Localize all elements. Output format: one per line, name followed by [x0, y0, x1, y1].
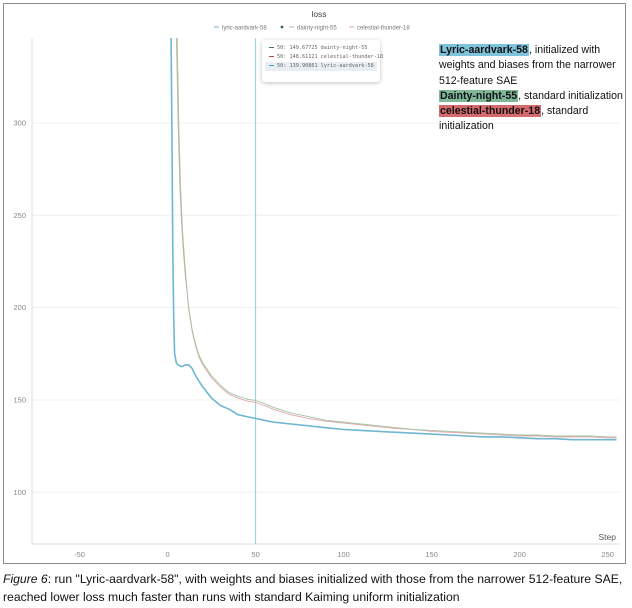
x-tick-label: 0	[165, 550, 169, 559]
run-notes: Lyric-aardvark-58, initialized with weig…	[439, 43, 624, 135]
tooltip-run-name: lyric-aardvark-58	[320, 63, 374, 69]
note-run-name: Lyric-aardvark-58	[439, 44, 529, 56]
x-tick-label: -50	[74, 550, 85, 559]
note-text: , standard initialization	[518, 89, 623, 102]
tooltip-swatch	[269, 64, 274, 67]
tooltip-step: 50	[277, 54, 284, 60]
x-tick-label: 200	[513, 550, 526, 559]
legend-entry: lyric-aardvark-58	[222, 26, 267, 32]
chart-title: loss	[311, 9, 326, 19]
tooltip-swatch	[269, 55, 274, 58]
tooltip-value: 149.67725	[289, 45, 318, 51]
legend-entry: dainty-night-55	[297, 26, 337, 32]
tooltip-row: 50: 148.61121 celestial-thunder-18	[269, 53, 383, 62]
figure-caption: Figure 6: run "Lyric-aardvark-58", with …	[3, 571, 629, 606]
legend-entry: celestial-thunder-18	[357, 26, 410, 32]
hover-tooltip: 50: 149.67725 dainty-night-55 50: 148.611…	[262, 40, 383, 82]
legend-active-dot	[280, 25, 284, 29]
tooltip-swatch	[269, 46, 274, 49]
x-tick-label: 150	[425, 550, 438, 559]
x-tick-label: 50	[251, 550, 259, 559]
tooltip-step: 50	[277, 45, 284, 51]
tooltip-run-name: celestial-thunder-18	[320, 54, 384, 60]
figure-label: Figure 6	[3, 572, 48, 586]
caption-text: : run "Lyric-aardvark-58", with weights …	[3, 572, 623, 604]
note-run-name: celestial-thunder-18	[439, 105, 542, 118]
tooltip-step: 50	[277, 63, 284, 69]
x-tick-label: 100	[337, 550, 350, 559]
chart-frame: 100 150 200 250 300 -50 0 50 100 150 200 250 Step los…	[3, 3, 626, 564]
tooltip-value: 148.61121	[289, 54, 318, 60]
y-tick-label: 100	[13, 488, 26, 497]
tooltip-row: 50: 149.67725 dainty-night-55	[269, 44, 367, 53]
series-line-dainty-night-55	[175, 37, 617, 438]
y-tick-label: 300	[13, 118, 26, 127]
note-text: , initialized with weights and biases fr…	[439, 44, 616, 87]
note-text: , standard initialization	[439, 105, 589, 133]
x-tick-label: 250	[601, 550, 614, 559]
loss-chart: 100 150 200 250 300 -50 0 50 100 150 200 250 Step los…	[13, 9, 620, 559]
y-tick-label: 200	[13, 303, 26, 312]
series-line-lyric-aardvark-58	[170, 37, 617, 441]
y-tick-label: 250	[13, 211, 26, 220]
tooltip-run-name: dainty-night-55	[320, 45, 368, 51]
tooltip-row-highlighted: 50: 139.90861 lyric-aardvark-58	[265, 62, 377, 71]
tooltip-value: 139.90861	[289, 63, 318, 69]
note-run-name: Dainty-night-55	[439, 89, 519, 102]
x-axis-label: Step	[599, 532, 617, 542]
y-tick-label: 150	[13, 395, 26, 404]
